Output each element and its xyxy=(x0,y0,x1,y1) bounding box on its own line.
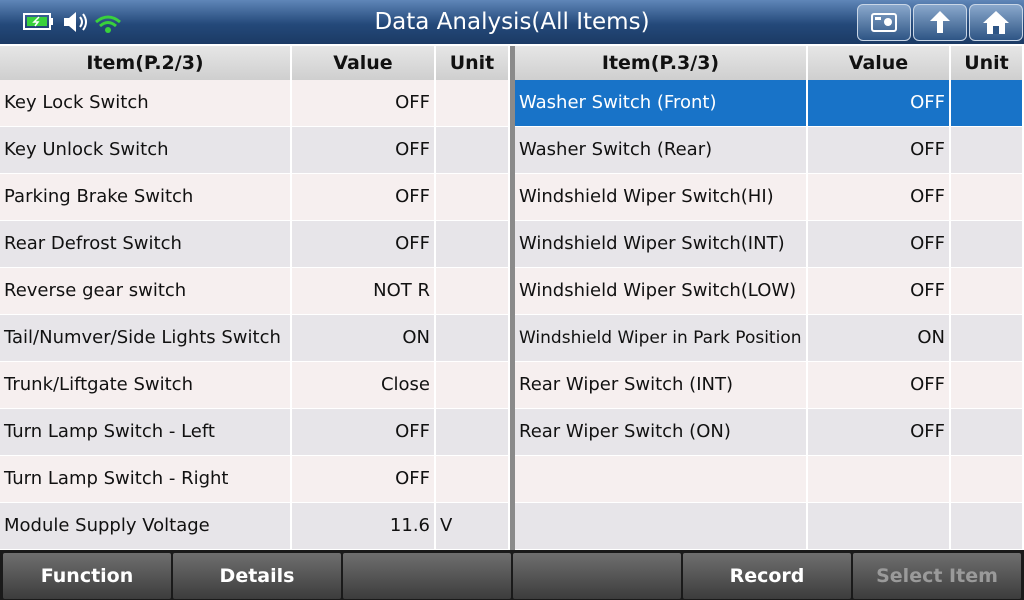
empty-button xyxy=(343,553,511,599)
item-cell[interactable]: Windshield Wiper in Park Position xyxy=(515,315,808,362)
empty-cell xyxy=(515,503,808,550)
empty-cell xyxy=(808,503,951,550)
item-cell[interactable]: Tail/Numver/Side Lights Switch xyxy=(0,315,292,362)
value-cell[interactable]: OFF xyxy=(808,409,951,456)
item-cell[interactable]: Key Lock Switch xyxy=(0,80,292,127)
record-button[interactable]: Record xyxy=(683,553,851,599)
unit-cell[interactable] xyxy=(951,362,1024,409)
value-cell[interactable]: OFF xyxy=(292,456,436,503)
value-cell[interactable]: OFF xyxy=(292,409,436,456)
column-header: Unit xyxy=(436,46,510,80)
value-cell[interactable]: OFF xyxy=(292,174,436,221)
item-cell[interactable]: Windshield Wiper Switch(HI) xyxy=(515,174,808,221)
empty-cell xyxy=(808,456,951,503)
unit-cell[interactable] xyxy=(951,409,1024,456)
item-cell[interactable]: Washer Switch (Rear) xyxy=(515,127,808,174)
column-header: Item(P.3/3) xyxy=(515,46,808,80)
empty-cell xyxy=(951,456,1024,503)
empty-cell xyxy=(515,456,808,503)
item-cell[interactable]: Rear Wiper Switch (ON) xyxy=(515,409,808,456)
unit-cell[interactable] xyxy=(436,174,510,221)
unit-cell[interactable] xyxy=(436,80,510,127)
unit-cell[interactable] xyxy=(951,80,1024,127)
title: Data Analysis(All Items) xyxy=(374,9,650,35)
item-cell[interactable]: Windshield Wiper Switch(INT) xyxy=(515,221,808,268)
unit-cell[interactable] xyxy=(436,362,510,409)
item-cell[interactable]: Turn Lamp Switch - Right xyxy=(0,456,292,503)
column-header: Unit xyxy=(951,46,1024,80)
value-cell[interactable]: 11.6 xyxy=(292,503,436,550)
item-cell[interactable]: Parking Brake Switch xyxy=(0,174,292,221)
value-cell[interactable]: OFF xyxy=(808,268,951,315)
status-icons xyxy=(23,12,121,33)
value-cell[interactable]: Close xyxy=(292,362,436,409)
empty-button xyxy=(513,553,681,599)
top-bar: Data Analysis(All Items) xyxy=(0,0,1024,44)
home-button[interactable] xyxy=(969,4,1023,41)
column-header: Value xyxy=(808,46,951,80)
value-cell[interactable]: OFF xyxy=(292,80,436,127)
value-cell[interactable]: NOT R xyxy=(292,268,436,315)
value-cell[interactable]: OFF xyxy=(808,221,951,268)
select-item-button: Select Item xyxy=(853,553,1021,599)
empty-cell xyxy=(951,503,1024,550)
unit-cell[interactable] xyxy=(951,127,1024,174)
item-cell[interactable]: Reverse gear switch xyxy=(0,268,292,315)
value-cell[interactable]: OFF xyxy=(808,127,951,174)
unit-cell[interactable]: V xyxy=(436,503,510,550)
unit-cell[interactable] xyxy=(951,315,1024,362)
item-cell[interactable]: Windshield Wiper Switch(LOW) xyxy=(515,268,808,315)
value-cell[interactable]: OFF xyxy=(808,362,951,409)
column-header: Item(P.2/3) xyxy=(0,46,292,80)
details-button[interactable]: Details xyxy=(173,553,341,599)
unit-cell[interactable] xyxy=(436,268,510,315)
unit-cell[interactable] xyxy=(951,174,1024,221)
item-cell[interactable]: Turn Lamp Switch - Left xyxy=(0,409,292,456)
column-header: Value xyxy=(292,46,436,80)
back-button[interactable] xyxy=(913,4,967,41)
unit-cell[interactable] xyxy=(436,456,510,503)
unit-cell[interactable] xyxy=(436,221,510,268)
function-button[interactable]: Function xyxy=(3,553,171,599)
divider xyxy=(510,46,515,550)
unit-cell[interactable] xyxy=(951,221,1024,268)
unit-cell[interactable] xyxy=(436,127,510,174)
item-cell[interactable]: Rear Defrost Switch xyxy=(0,221,292,268)
item-cell[interactable]: Washer Switch (Front) xyxy=(515,80,808,127)
value-cell[interactable]: ON xyxy=(808,315,951,362)
unit-cell[interactable] xyxy=(951,268,1024,315)
unit-cell[interactable] xyxy=(436,315,510,362)
item-cell[interactable]: Trunk/Liftgate Switch xyxy=(0,362,292,409)
value-cell[interactable]: OFF xyxy=(292,221,436,268)
value-cell[interactable]: OFF xyxy=(808,80,951,127)
value-cell[interactable]: OFF xyxy=(292,127,436,174)
item-cell[interactable]: Module Supply Voltage xyxy=(0,503,292,550)
item-cell[interactable]: Key Unlock Switch xyxy=(0,127,292,174)
value-cell[interactable]: ON xyxy=(292,315,436,362)
item-cell[interactable]: Rear Wiper Switch (INT) xyxy=(515,362,808,409)
value-cell[interactable]: OFF xyxy=(808,174,951,221)
screenshot-button[interactable] xyxy=(857,4,911,41)
unit-cell[interactable] xyxy=(436,409,510,456)
